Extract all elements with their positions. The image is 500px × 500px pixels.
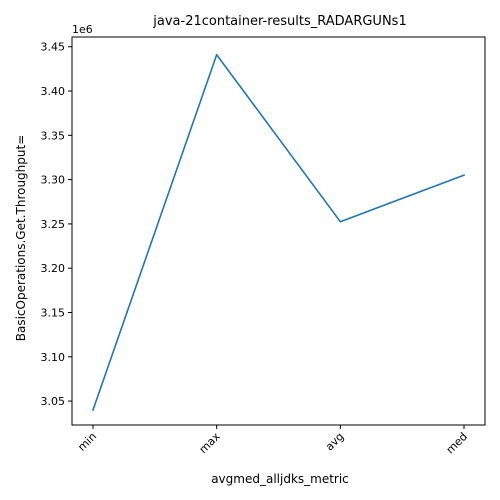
y-offset-label: 1e6 — [72, 23, 93, 36]
y-tick-label: 3.35 — [41, 129, 66, 142]
plot-frame — [71, 36, 486, 426]
series-line — [91, 53, 466, 411]
plot-area: 3.05 3.10 3.15 3.20 3.25 3.30 3.35 3.40 3.45 min m… — [41, 36, 486, 456]
y-tick-label: 3.10 — [41, 351, 66, 364]
x-tick-label: avg — [323, 430, 347, 454]
y-tick-label: 3.15 — [41, 306, 66, 319]
x-tick-label: min — [75, 430, 99, 454]
y-tick-label: 3.30 — [41, 174, 66, 187]
x-tick-label: max — [197, 430, 223, 456]
y-tick-label: 3.05 — [41, 395, 66, 408]
y-axis-label: BasicOperations.Get.Throughput= — [14, 135, 28, 342]
x-axis-label: avgmed_alljdks_metric — [211, 472, 349, 486]
y-tick-label: 3.40 — [41, 85, 66, 98]
y-tick-label: 3.20 — [41, 262, 66, 275]
x-tick-label: med — [444, 430, 470, 456]
chart-title: java-21container-results_RADARGUNs1 — [152, 14, 406, 29]
y-tick-label: 3.45 — [41, 41, 66, 54]
y-tick-label: 3.25 — [41, 218, 66, 231]
